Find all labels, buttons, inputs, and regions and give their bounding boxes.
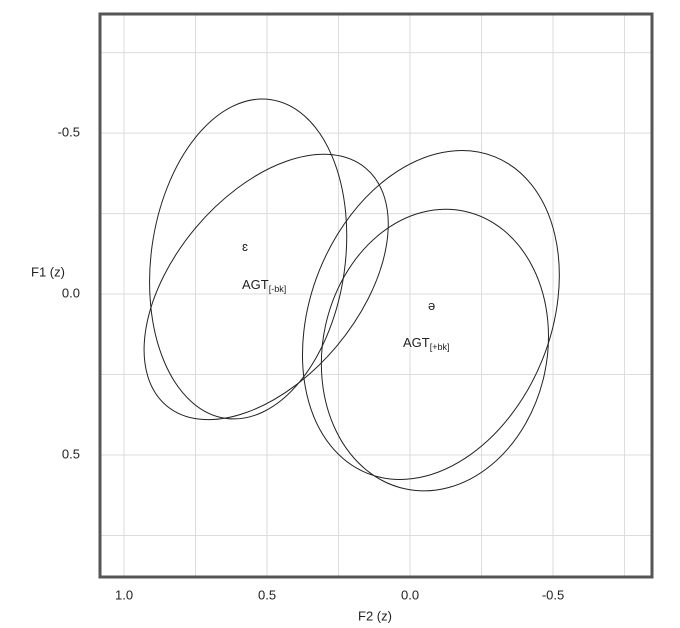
y-axis-label: F1 (z)	[31, 264, 65, 279]
ellipse	[149, 98, 348, 420]
ellipse	[302, 150, 560, 480]
annotation-subscript: [-bk]	[269, 284, 287, 294]
y-tick-label: 0.0	[62, 285, 80, 300]
annotation: AGT[-bk]	[242, 277, 286, 294]
x-axis-label: F2 (z)	[358, 608, 392, 623]
annotation: AGT[+bk]	[403, 335, 450, 352]
annotation-text: AGT	[242, 277, 269, 292]
y-tick-label: -0.5	[58, 125, 80, 140]
y-tick-label: 0.5	[62, 446, 80, 461]
x-tick-label: 0.0	[401, 587, 419, 602]
annotation-subscript: [+bk]	[430, 342, 450, 352]
annotation-text: ɛ	[242, 239, 248, 254]
annotation: ɛ	[242, 239, 248, 254]
ellipse	[143, 153, 389, 421]
x-tick-label: 1.0	[115, 587, 133, 602]
x-tick-label: 0.5	[258, 587, 276, 602]
annotation-text: AGT	[403, 335, 430, 350]
annotation: ə	[428, 298, 435, 313]
ellipse	[320, 208, 549, 492]
annotation-text: ə	[428, 298, 435, 313]
plot-frame	[98, 12, 654, 579]
x-tick-label: -0.5	[542, 587, 564, 602]
